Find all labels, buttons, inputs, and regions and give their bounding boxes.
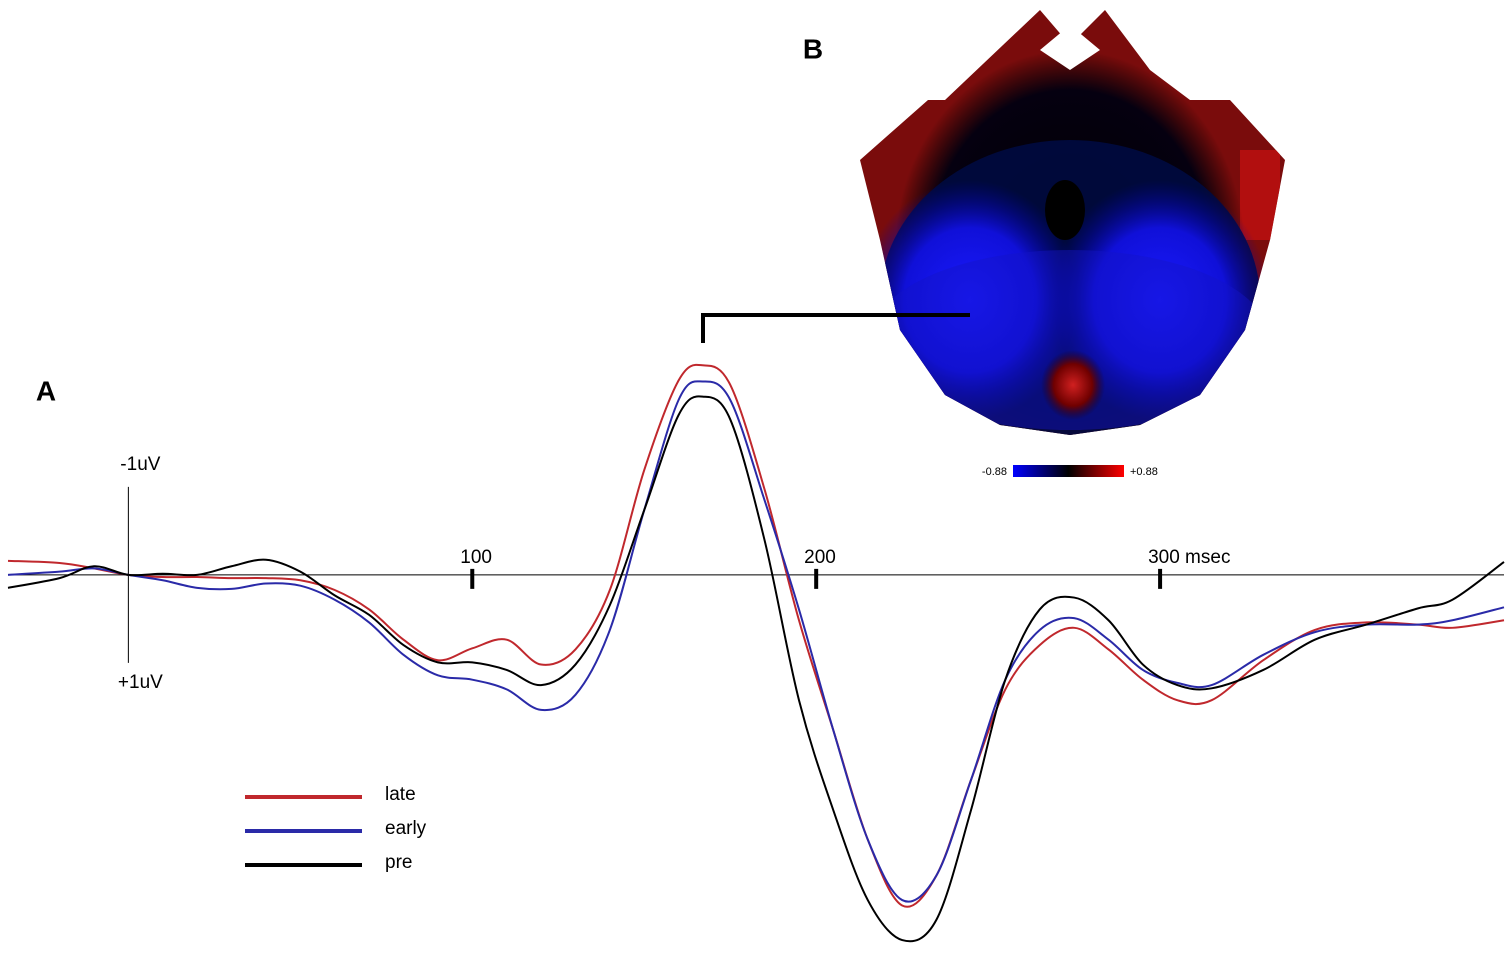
series-line xyxy=(7,363,1505,908)
colorbar-max-label: +0.88 xyxy=(1130,466,1158,478)
x-tick-label: 300 msec xyxy=(1148,547,1230,568)
x-tick-label: 200 xyxy=(804,547,836,568)
topomap xyxy=(860,10,1285,435)
colorbar-min-label: -0.88 xyxy=(982,466,1007,478)
topomap-notch xyxy=(1040,25,1100,70)
panel-label: B xyxy=(803,33,823,64)
legend-label: late xyxy=(385,784,416,805)
y-tick-label: +1uV xyxy=(118,672,163,693)
legend-label: pre xyxy=(385,852,412,873)
legend-label: early xyxy=(385,818,427,839)
x-tick-label: 100 xyxy=(460,547,492,568)
y-tick-label: -1uV xyxy=(120,454,160,475)
peak-connector xyxy=(701,313,970,343)
panel-label: A xyxy=(36,375,56,406)
series-line xyxy=(7,395,1505,943)
colorbar xyxy=(1013,465,1124,477)
